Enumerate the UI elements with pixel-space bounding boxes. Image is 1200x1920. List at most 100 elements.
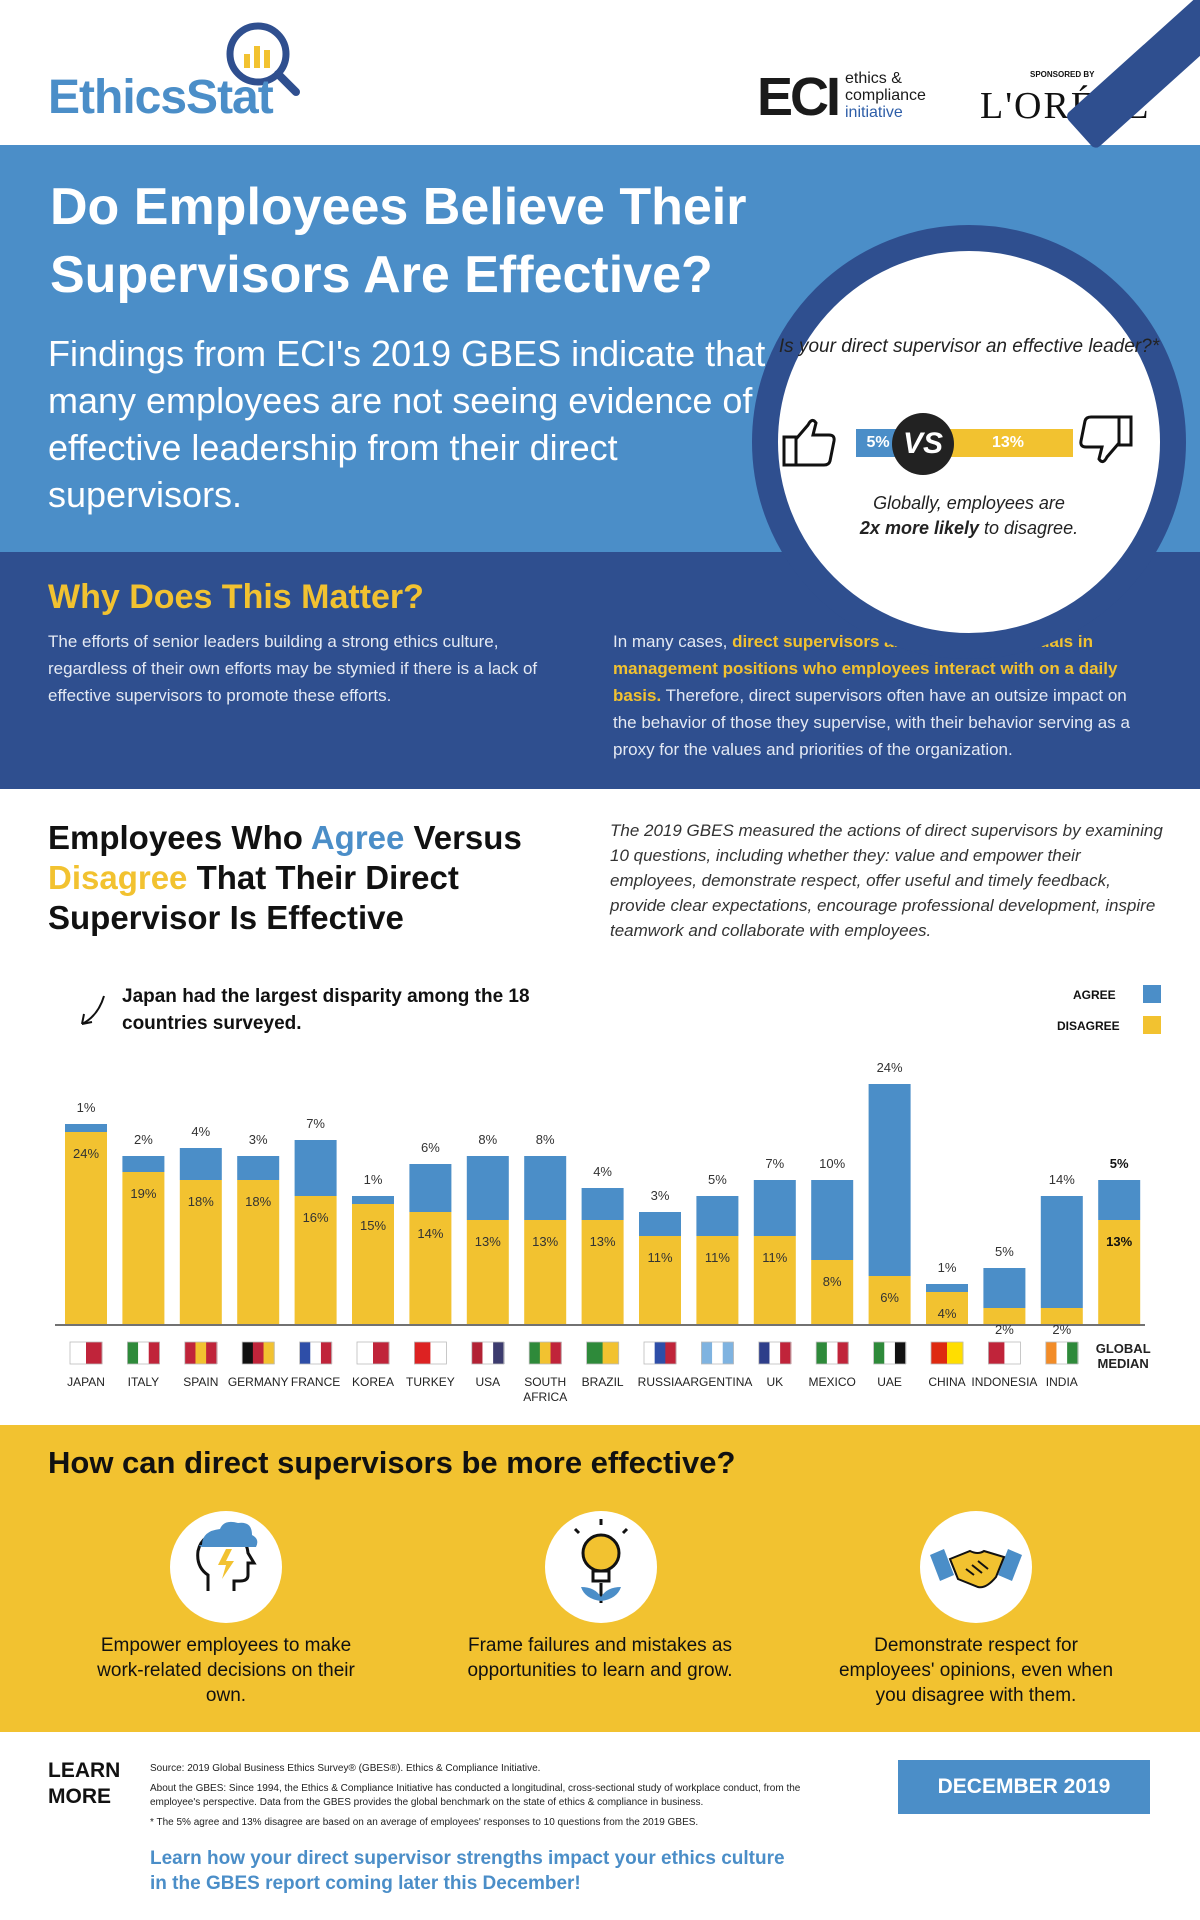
bar-agree-spain <box>179 1148 222 1180</box>
label-disagree-uae: 6% <box>880 1290 899 1305</box>
label-agree-india: 14% <box>1049 1172 1075 1187</box>
category-label-south-africa-1: AFRICA <box>523 1390 567 1404</box>
why-right-text: In many cases, direct supervisors are th… <box>613 628 1153 763</box>
label-agree-uae: 24% <box>877 1060 903 1075</box>
bar-agree-russia <box>639 1212 681 1236</box>
eci-line-1: ethics & <box>845 70 902 87</box>
bar-disagree-spain <box>179 1180 222 1324</box>
stacked-bar-chart: 24% 1% JAPAN 19% 2% ITALY 18% 4% SPAIN 18% 3% GERMA… <box>55 1060 1151 1404</box>
category-label-spain: SPAIN <box>183 1375 218 1389</box>
label-disagree-global-median: 13% <box>1106 1234 1132 1249</box>
report-cta[interactable]: Learn how your direct supervisor strengt… <box>150 1848 785 1894</box>
heading-part-2: Versus <box>404 819 522 856</box>
date-badge: DECEMBER 2019 <box>898 1760 1150 1814</box>
flag-spain-icon <box>184 1341 218 1365</box>
foot-plain-1: Globally, employees are <box>873 493 1065 513</box>
bar-disagree-uk <box>753 1236 796 1324</box>
bar-agree-global-median <box>1098 1180 1141 1220</box>
bar-agree-japan <box>65 1124 107 1132</box>
tip-1-text: Empower employees to make work-related d… <box>97 1635 355 1706</box>
bar-agree-uae <box>868 1084 911 1276</box>
flag-india-icon <box>1045 1341 1079 1365</box>
bar-disagree-uae <box>868 1276 911 1324</box>
category-label-usa: USA <box>475 1375 500 1389</box>
footnote-line: * The 5% agree and 13% disagree are base… <box>150 1817 699 1828</box>
label-disagree-spain: 18% <box>188 1194 214 1209</box>
flag-uae-icon <box>873 1341 907 1365</box>
how-title: How can direct supervisors be more effec… <box>48 1445 736 1480</box>
agree-vs-disagree: 5% 13% VS <box>782 413 1133 475</box>
flag-france-icon <box>299 1341 333 1365</box>
label-agree-argentina: 5% <box>708 1172 727 1187</box>
legend-agree: AGREE <box>1073 985 1161 1003</box>
bar-agree-france <box>294 1140 337 1196</box>
flag-uk-icon <box>758 1341 792 1365</box>
bar-agree-korea <box>352 1196 394 1204</box>
label-disagree-uk: 11% <box>762 1250 787 1265</box>
category-label-france: FRANCE <box>291 1375 340 1389</box>
global-disagree-bar: 13% <box>943 429 1073 457</box>
label-agree-indonesia: 5% <box>995 1244 1014 1259</box>
label-disagree-mexico: 8% <box>823 1274 842 1289</box>
label-disagree-turkey: 14% <box>417 1226 443 1241</box>
why-left-text: The efforts of senior leaders building a… <box>48 632 538 705</box>
flag-japan-icon <box>69 1341 103 1365</box>
bar-agree-germany <box>237 1156 280 1180</box>
label-disagree-indonesia: 2% <box>995 1322 1014 1337</box>
label-disagree-india: 2% <box>1052 1322 1071 1337</box>
chart-heading: Employees Who Agree Versus Disagree That … <box>48 818 588 938</box>
label-agree-usa: 8% <box>478 1132 497 1147</box>
flag-korea-icon <box>356 1341 390 1365</box>
label-disagree-south-africa: 13% <box>532 1234 558 1249</box>
bar-disagree-korea <box>352 1204 394 1324</box>
legend-agree-label: AGREE <box>1073 988 1116 1002</box>
category-label-argentina: ARGENTINA <box>682 1375 752 1389</box>
foot-plain-2: to disagree. <box>984 518 1079 538</box>
legend-disagree-label: DISAGREE <box>1057 1019 1120 1033</box>
bar-disagree-argentina <box>696 1236 739 1324</box>
japan-callout: Japan had the largest disparity among th… <box>122 986 530 1034</box>
category-label-russia: RUSSIA <box>638 1375 683 1389</box>
label-agree-japan: 1% <box>77 1100 96 1115</box>
label-agree-uk: 7% <box>765 1156 784 1171</box>
label-disagree-japan: 24% <box>73 1146 99 1161</box>
bar-agree-turkey <box>409 1164 452 1212</box>
flag-argentina-icon <box>701 1341 734 1365</box>
bar-agree-uk <box>753 1180 796 1236</box>
flag-turkey-icon <box>413 1341 447 1365</box>
category-label-china: CHINA <box>928 1375 965 1389</box>
tip-2-text: Frame failures and mistakes as opportuni… <box>467 1635 733 1681</box>
bar-agree-mexico <box>811 1180 854 1260</box>
page-title: Do Employees Believe Their Supervisors A… <box>50 178 747 304</box>
bar-agree-china <box>926 1284 968 1292</box>
bar-disagree-usa <box>466 1220 509 1324</box>
heading-disagree: Disagree <box>48 859 188 896</box>
label-agree-mexico: 10% <box>819 1156 845 1171</box>
footer: LEARN MORE Source: 2019 Global Business … <box>0 1732 1200 1920</box>
category-label-uae: UAE <box>877 1375 902 1389</box>
flag-mexico-icon <box>815 1341 849 1365</box>
label-agree-russia: 3% <box>651 1188 670 1203</box>
magnifier-chart-icon <box>226 22 300 96</box>
category-label-uk: UK <box>766 1375 783 1389</box>
heading-part-1: Employees Who <box>48 819 311 856</box>
category-label-india: INDIA <box>1046 1375 1078 1389</box>
source-notes: Source: 2019 Global Business Ethics Surv… <box>150 1762 830 1836</box>
eci-logo-text: ethics & compliance initiative <box>845 70 926 121</box>
label-agree-south-africa: 8% <box>536 1132 555 1147</box>
bar-disagree-brazil <box>581 1220 624 1324</box>
why-right-plain-1: In many cases, <box>613 632 733 651</box>
category-label-south-africa-0: SOUTH <box>524 1375 566 1389</box>
foot-bold: 2x more likely <box>859 518 979 538</box>
label-agree-france: 7% <box>306 1116 325 1131</box>
head-lightning-icon <box>170 1511 282 1623</box>
label-disagree-china: 4% <box>938 1306 957 1321</box>
category-label-japan: JAPAN <box>67 1375 105 1389</box>
legend-agree-swatch <box>1143 985 1161 1003</box>
bar-disagree-india <box>1040 1308 1083 1324</box>
legend-disagree: DISAGREE <box>1057 1016 1161 1034</box>
label-agree-germany: 3% <box>249 1132 268 1147</box>
bar-disagree-russia <box>639 1236 681 1324</box>
thumbs-up-icon <box>782 418 836 467</box>
bar-disagree-japan <box>65 1132 107 1324</box>
